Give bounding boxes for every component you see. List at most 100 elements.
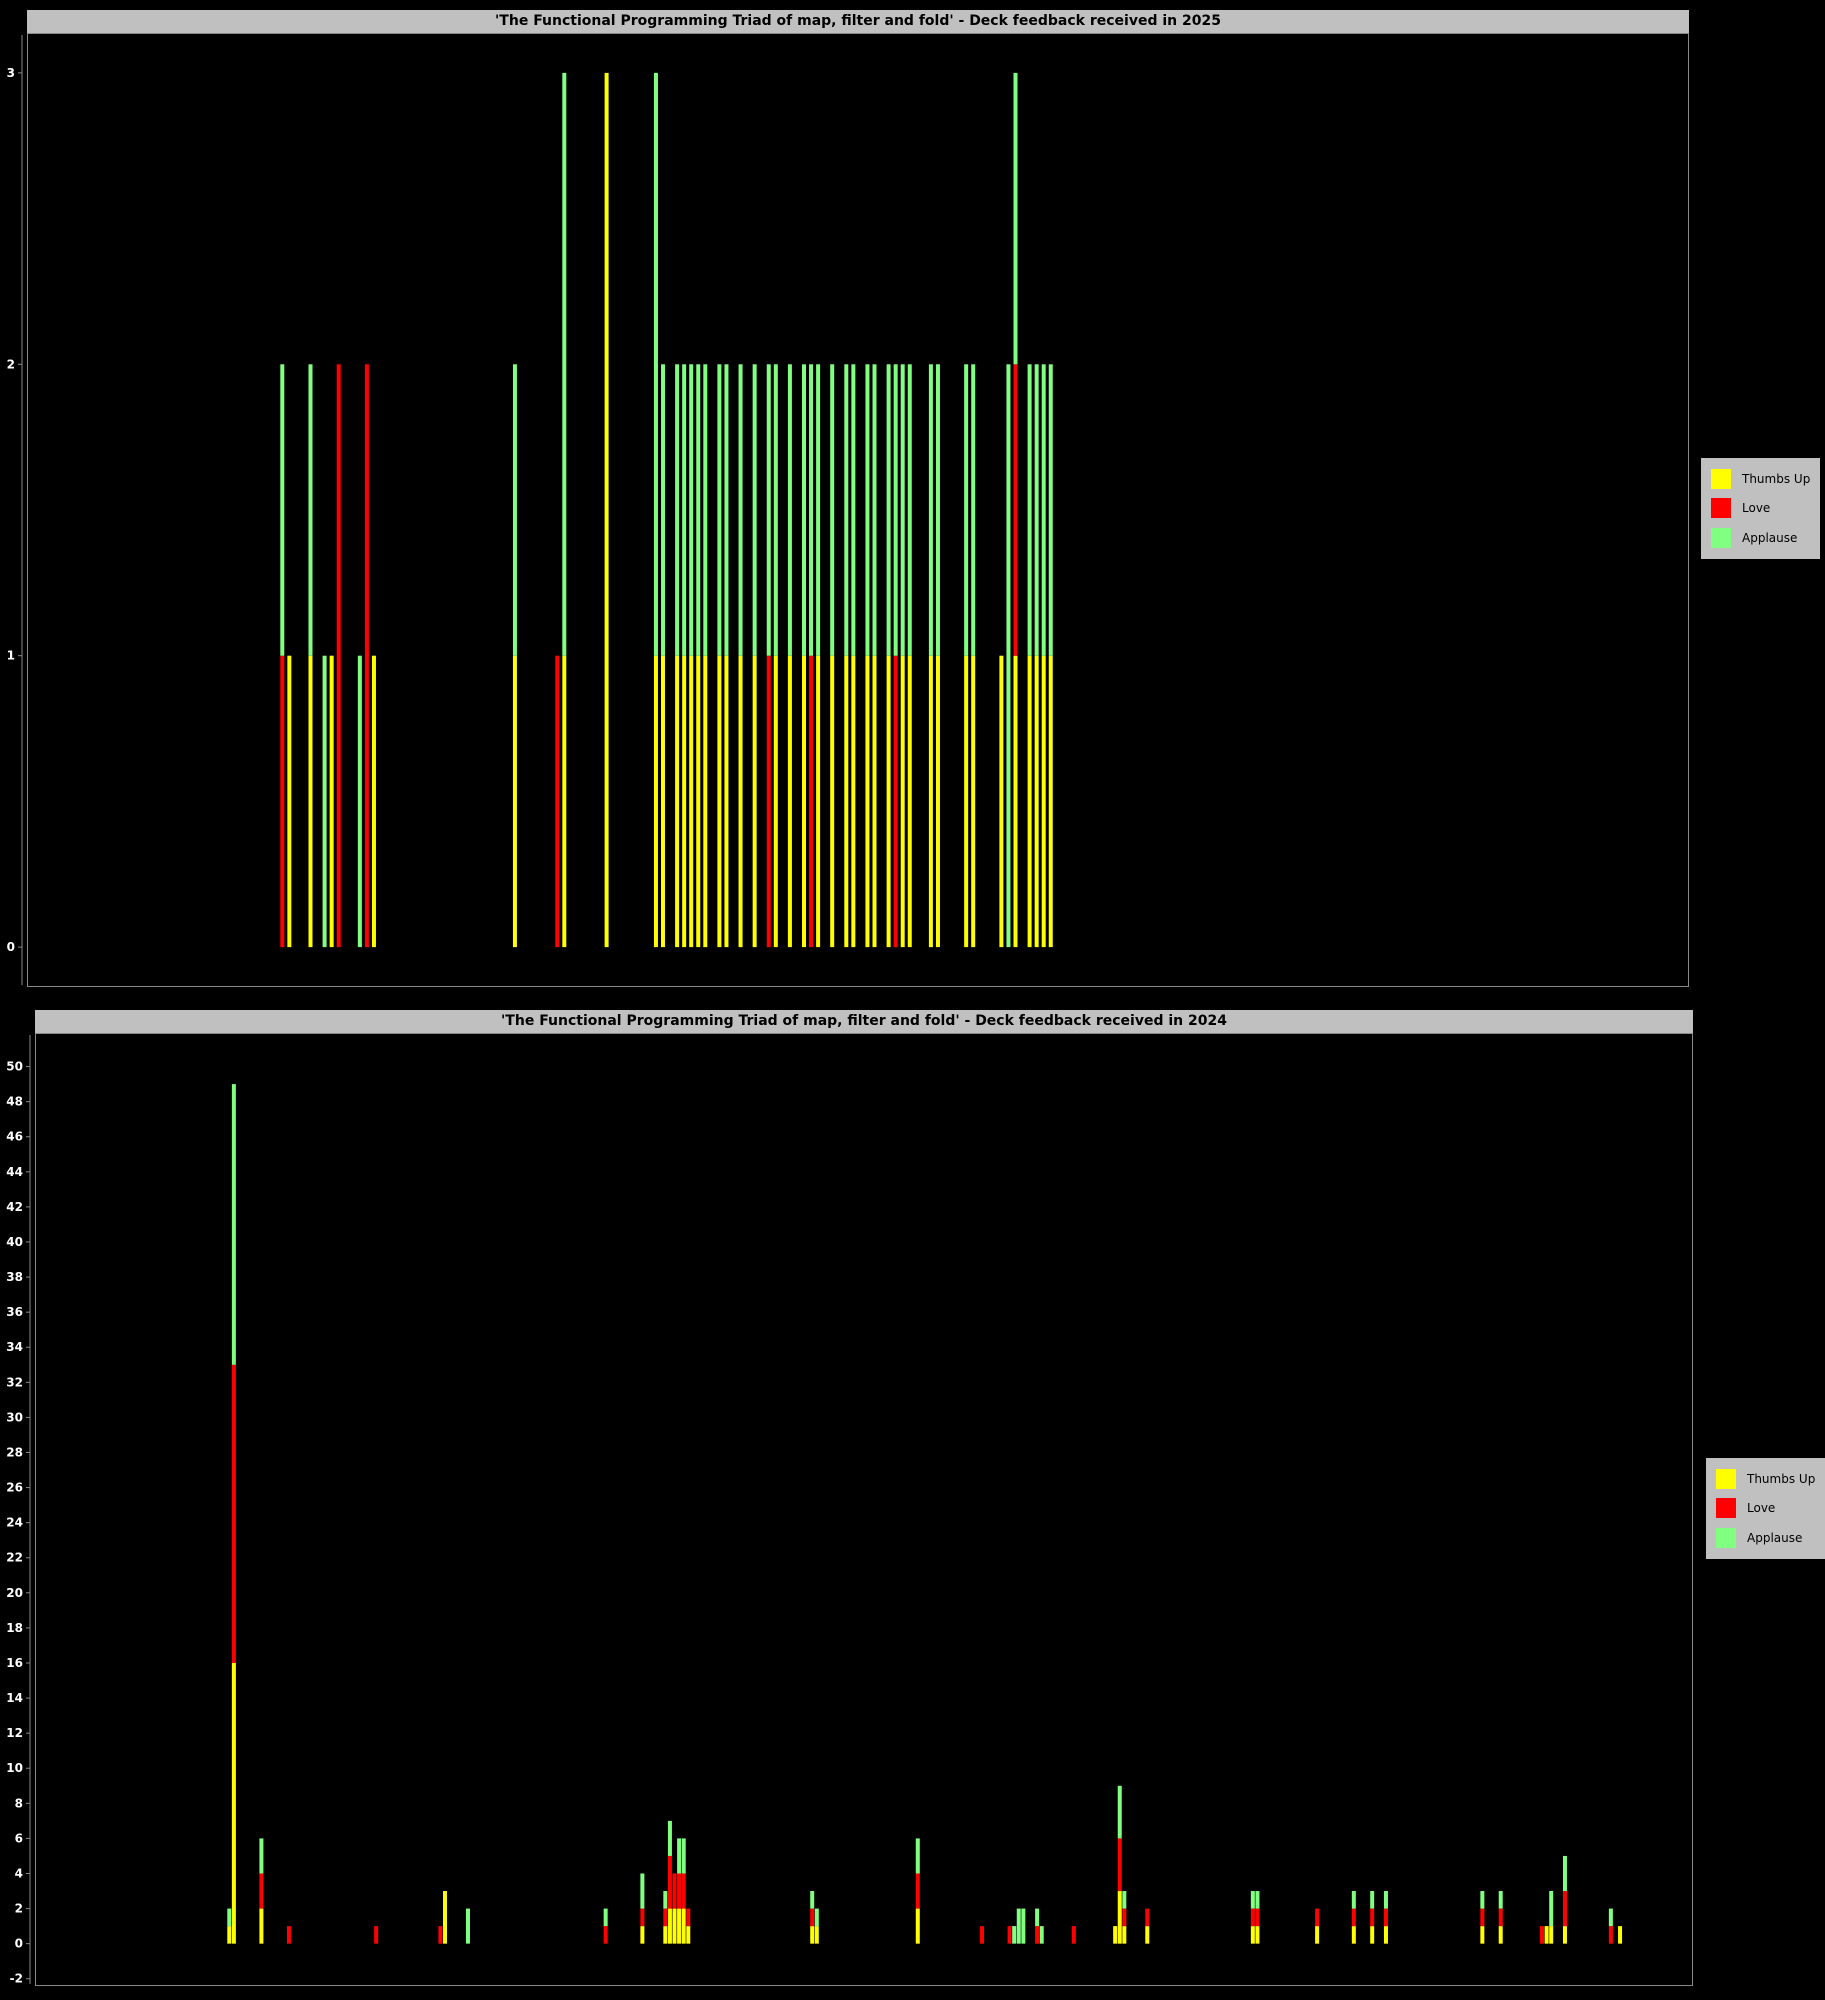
legend-label: Thumbs Up <box>1742 472 1811 486</box>
bar-segment-thumbs-up <box>717 655 722 948</box>
bar-segment-thumbs-up <box>971 655 976 948</box>
bar-segment-thumbs-up <box>308 655 313 948</box>
bar-segment-applause <box>1383 1891 1388 1909</box>
bar-segment-love <box>1145 1908 1150 1927</box>
bar-segment-love <box>1608 1926 1613 1944</box>
bar-segment-love <box>681 1873 686 1909</box>
bar-segment-applause <box>787 364 792 656</box>
bar-segment-applause <box>1006 364 1011 948</box>
bar-segment-applause <box>1021 1908 1026 1944</box>
bar-segment-love <box>640 1908 645 1927</box>
y-tick-label: 22 <box>6 1551 23 1565</box>
y-tick-label: 18 <box>6 1621 23 1635</box>
bar-segment-love <box>1117 1838 1122 1892</box>
y-tick-label: 2 <box>15 1902 23 1916</box>
bar-segment-love <box>280 655 285 948</box>
bar-segment-love <box>1315 1908 1320 1927</box>
bar-segment-applause <box>512 364 517 656</box>
bar-segment-thumbs-up <box>227 1926 232 1944</box>
bar-segment-love <box>1071 1926 1076 1944</box>
bar-segment-applause <box>703 364 708 656</box>
bar-segment-love <box>893 655 898 948</box>
bar-segment-applause <box>766 364 771 656</box>
bar-segment-love <box>1255 1908 1260 1927</box>
y-tick-label: 1 <box>7 649 15 663</box>
bar-segment-applause <box>1549 1891 1554 1927</box>
bar-segment-love <box>1498 1908 1503 1927</box>
bar-segment-thumbs-up <box>696 655 701 948</box>
bar-segment-thumbs-up <box>703 655 708 948</box>
bar-segment-thumbs-up <box>1315 1926 1320 1944</box>
y-tick-label: 42 <box>6 1200 23 1214</box>
bar-segment-thumbs-up <box>1370 1926 1375 1944</box>
y-tick-label: 8 <box>15 1796 23 1810</box>
legend-label: Love <box>1742 501 1771 515</box>
bar-segment-applause <box>681 1838 686 1874</box>
bar-segment-thumbs-up <box>773 655 778 948</box>
bar-segment-applause <box>851 364 856 656</box>
bar-segment-applause <box>724 364 729 656</box>
bar-segment-thumbs-up <box>640 1926 645 1944</box>
bar-segment-love <box>364 364 369 948</box>
bar-segment-applause <box>1035 1908 1040 1927</box>
bar-segment-thumbs-up <box>915 1908 920 1944</box>
bar-segment-thumbs-up <box>562 655 567 948</box>
bar-segment-thumbs-up <box>816 655 821 948</box>
legend-label: Thumbs Up <box>1747 1472 1816 1486</box>
bar-segment-love <box>686 1908 691 1927</box>
legend-swatch-thumbs-up <box>1716 1469 1736 1489</box>
bar-segment-applause <box>322 655 327 948</box>
bar-segment-love <box>1250 1908 1255 1927</box>
bar-segment-love <box>336 364 341 948</box>
bar-segment-applause <box>1039 1926 1044 1944</box>
bar-segment-love <box>1562 1891 1567 1927</box>
bar-segment-thumbs-up <box>964 655 969 948</box>
bar-segment-applause <box>1012 1926 1017 1944</box>
bar-segment-applause <box>810 1891 815 1909</box>
bar-segment-applause <box>1048 364 1053 656</box>
y-tick-label: 48 <box>6 1095 23 1109</box>
bar-segment-applause <box>830 364 835 656</box>
bar-segment-love <box>1007 1926 1012 1944</box>
bar-segment-applause <box>1016 1908 1021 1944</box>
bar-segment-thumbs-up <box>1618 1926 1623 1944</box>
bar-segment-applause <box>1480 1891 1485 1909</box>
bar-segment-applause <box>900 364 905 656</box>
bar-segment-applause <box>802 364 806 656</box>
stacked-bar-chart-2025: 0 1 2 3 <box>7 35 1053 985</box>
bar-segment-applause <box>1562 1855 1567 1892</box>
bar-segment-thumbs-up <box>443 1891 448 1944</box>
y-tick-label: 32 <box>6 1375 23 1389</box>
bar-segment-thumbs-up <box>1117 1891 1122 1944</box>
bar-segment-thumbs-up <box>907 655 912 948</box>
bar-segment-love <box>1122 1908 1127 1927</box>
bar-segment-thumbs-up <box>231 1662 236 1944</box>
bar-segment-applause <box>773 364 778 656</box>
bar-segment-love <box>1540 1926 1545 1944</box>
y-tick-label: 16 <box>6 1656 23 1670</box>
bar-segment-thumbs-up <box>675 655 680 948</box>
bar-segment-applause <box>308 364 313 656</box>
bar-segment-thumbs-up <box>653 655 658 948</box>
bar-segment-applause <box>1255 1891 1260 1909</box>
bar-segment-love <box>286 1926 291 1944</box>
legend-swatch-applause <box>1711 528 1731 548</box>
legend-swatch-thumbs-up <box>1711 469 1731 489</box>
bar-segment-love <box>980 1926 985 1944</box>
bar-segment-applause <box>677 1838 682 1874</box>
bar-segment-thumbs-up <box>287 655 292 948</box>
bar-segment-thumbs-up <box>1145 1926 1150 1944</box>
chart-title: 'The Functional Programming Triad of map… <box>35 1010 1693 1033</box>
bar-segment-applause <box>971 364 976 656</box>
bar-segment-thumbs-up <box>865 655 870 948</box>
bar-segment-love <box>809 655 814 948</box>
bar-segment-love <box>603 1926 608 1944</box>
bar-segment-applause <box>1122 1891 1127 1909</box>
y-tick-label: 24 <box>6 1516 23 1530</box>
bar-segment-applause <box>1034 364 1039 656</box>
bar-segment-applause <box>915 1838 920 1874</box>
bar-segment-applause <box>738 364 743 656</box>
bar-segment-applause <box>653 72 658 656</box>
bar-segment-thumbs-up <box>787 655 792 948</box>
bar-segment-thumbs-up <box>259 1908 264 1944</box>
